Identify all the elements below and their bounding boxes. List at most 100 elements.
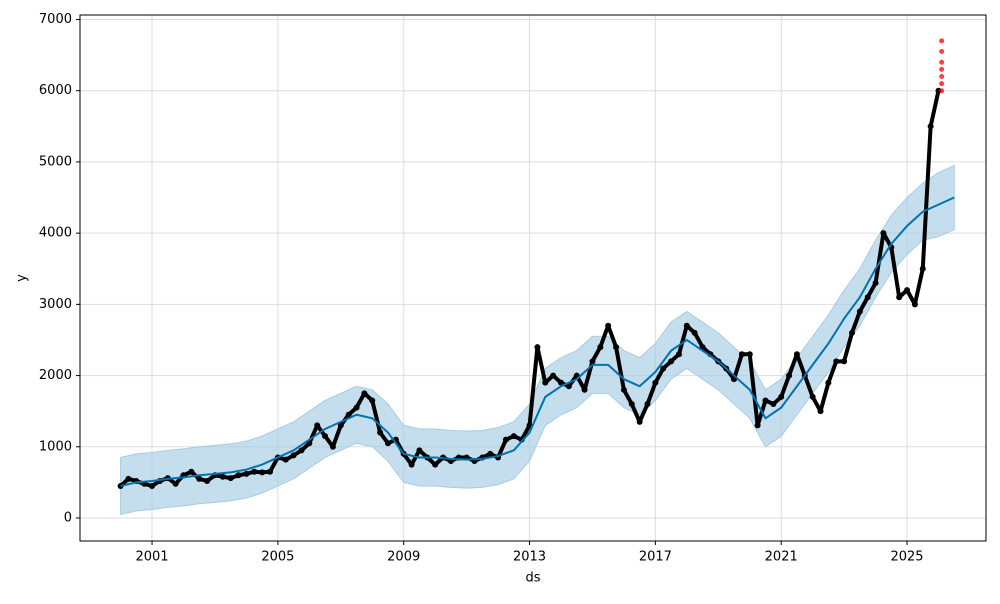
x-tick-label: 2001 [135, 550, 168, 565]
observed-point [282, 456, 289, 463]
observed-point [534, 344, 541, 351]
observed-point [204, 477, 211, 484]
y-tick-label: 0 [64, 510, 72, 525]
y-tick-label: 5000 [39, 154, 72, 169]
future-point [939, 59, 945, 65]
observed-point [345, 411, 352, 418]
observed-point [322, 433, 329, 440]
forecast-line [120, 196, 955, 487]
observed-point [833, 358, 840, 365]
observed-point [825, 379, 832, 386]
observed-point [298, 447, 305, 454]
observed-point [605, 322, 612, 329]
observed-point [660, 365, 667, 372]
observed-point [550, 372, 557, 379]
observed-point [683, 322, 690, 329]
future-point [939, 49, 945, 55]
observed-point [227, 475, 234, 482]
observed-point [251, 468, 258, 475]
observed-point [896, 294, 903, 301]
observed-point [337, 422, 344, 429]
observed-point [314, 422, 321, 429]
observed-point [510, 433, 517, 440]
observed-point [919, 265, 926, 272]
observed-point [628, 401, 635, 408]
y-axis-label: y [15, 274, 30, 282]
observed-point [738, 351, 745, 358]
observed-point [927, 123, 934, 130]
observed-point [219, 473, 226, 480]
observed-point [809, 393, 816, 400]
observed-point [644, 401, 651, 408]
observed-point [864, 294, 871, 301]
observed-point [565, 383, 572, 390]
x-axis-label: ds [525, 571, 540, 586]
x-tick-label: 2025 [890, 550, 923, 565]
observed-point [872, 279, 879, 286]
observed-point [188, 468, 195, 475]
observed-point [786, 372, 793, 379]
observed-point [149, 482, 156, 489]
observed-point [652, 379, 659, 386]
observed-point [369, 397, 376, 404]
observed-point [235, 472, 242, 479]
observed-point [377, 429, 384, 436]
observed-point [620, 386, 627, 393]
observed-point [196, 475, 203, 482]
observed-point [597, 344, 604, 351]
observed-point [770, 401, 777, 408]
y-tick-label: 7000 [39, 12, 72, 27]
observed-point [243, 470, 250, 477]
future-point [939, 38, 945, 44]
observed-point [848, 329, 855, 336]
future-point [939, 88, 945, 94]
observed-point [502, 436, 509, 443]
observed-point [754, 422, 761, 429]
observed-point [290, 452, 297, 459]
observed-point [542, 379, 549, 386]
observed-point [856, 308, 863, 315]
observed-point [416, 447, 423, 454]
observed-point [361, 390, 368, 397]
observed-point [589, 358, 596, 365]
observed-point [762, 397, 769, 404]
y-tick-label: 2000 [39, 368, 72, 383]
y-tick-label: 1000 [39, 439, 72, 454]
future-point [939, 73, 945, 79]
observed-point [691, 329, 698, 336]
x-tick-label: 2017 [639, 550, 672, 565]
future-point [939, 81, 945, 87]
observed-point [636, 418, 643, 425]
observed-point [793, 351, 800, 358]
x-tick-label: 2009 [387, 550, 420, 565]
observed-point [487, 450, 494, 457]
y-tick-label: 3000 [39, 297, 72, 312]
observed-point [172, 480, 179, 487]
x-tick-label: 2021 [765, 550, 798, 565]
observed-point [746, 351, 753, 358]
uncertainty-band [120, 164, 955, 516]
observed-point [329, 443, 336, 450]
observed-point [668, 358, 675, 365]
observed-point [408, 461, 415, 468]
observed-point [581, 386, 588, 393]
observed-point [613, 344, 620, 351]
observed-point [880, 230, 887, 237]
observed-point [259, 469, 266, 476]
observed-point [778, 393, 785, 400]
observed-point [675, 351, 682, 358]
observed-point [841, 358, 848, 365]
observed-point [904, 287, 911, 294]
observed-point [353, 404, 360, 411]
future-point [939, 66, 945, 72]
observed-point [557, 379, 564, 386]
x-tick-label: 2005 [261, 550, 294, 565]
observed-point [125, 475, 132, 482]
y-tick-label: 4000 [39, 226, 72, 241]
x-tick-label: 2013 [513, 550, 546, 565]
observed-point [817, 408, 824, 415]
observed-point [267, 468, 274, 475]
observed-point [384, 440, 391, 447]
